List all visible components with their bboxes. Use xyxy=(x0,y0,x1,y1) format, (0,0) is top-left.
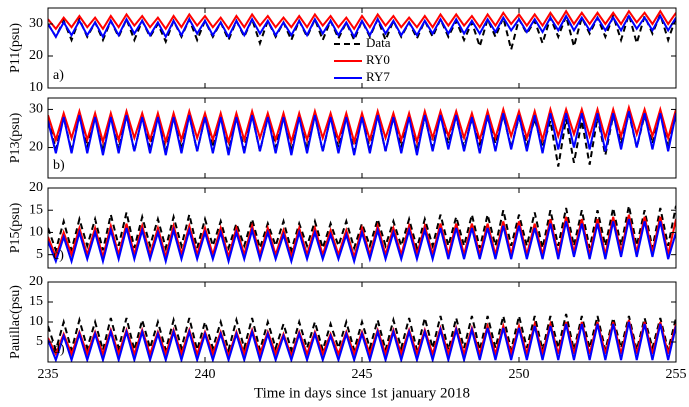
panel-label: d) xyxy=(53,342,65,357)
series-line xyxy=(48,111,676,156)
series-line xyxy=(48,218,676,266)
y-tick-label: 15 xyxy=(29,202,43,217)
y-tick-label: 20 xyxy=(29,140,43,155)
y-tick-label: 20 xyxy=(29,180,43,195)
series-line xyxy=(48,13,676,39)
legend-label: Data xyxy=(366,35,391,50)
y-tick-label: 30 xyxy=(29,16,43,31)
legend-label: RY0 xyxy=(366,52,390,67)
series-line xyxy=(48,103,676,146)
y-axis-label: Pauillac(psu) xyxy=(8,285,23,359)
y-tick-label: 5 xyxy=(36,334,43,349)
x-axis-label: Time in days since 1st january 2018 xyxy=(254,385,470,401)
panel-label: b) xyxy=(53,158,65,173)
legend-label: RY7 xyxy=(366,69,390,84)
y-tick-label: 20 xyxy=(29,48,43,63)
y-tick-label: 10 xyxy=(29,225,43,240)
series-line xyxy=(48,313,676,354)
y-tick-label: 20 xyxy=(29,274,43,289)
series-line xyxy=(48,321,676,362)
series-line xyxy=(48,9,676,31)
x-tick-label: 240 xyxy=(195,367,216,382)
y-tick-label: 30 xyxy=(29,102,43,117)
y-tick-label: 10 xyxy=(29,80,43,95)
x-tick-label: 250 xyxy=(509,367,530,382)
panel-label: c) xyxy=(53,248,64,263)
y-axis-label: P15(psu) xyxy=(8,202,23,253)
y-tick-label: 10 xyxy=(29,314,43,329)
y-tick-label: 15 xyxy=(29,294,43,309)
y-axis-label: P11(psu) xyxy=(8,23,23,73)
x-tick-label: 245 xyxy=(352,367,373,382)
y-tick-label: 5 xyxy=(36,247,43,262)
series-line xyxy=(48,205,676,255)
x-tick-label: 235 xyxy=(38,367,59,382)
panel-label: a) xyxy=(53,68,64,83)
x-tick-label: 255 xyxy=(666,367,687,382)
y-axis-label: P13(psu) xyxy=(8,112,23,163)
